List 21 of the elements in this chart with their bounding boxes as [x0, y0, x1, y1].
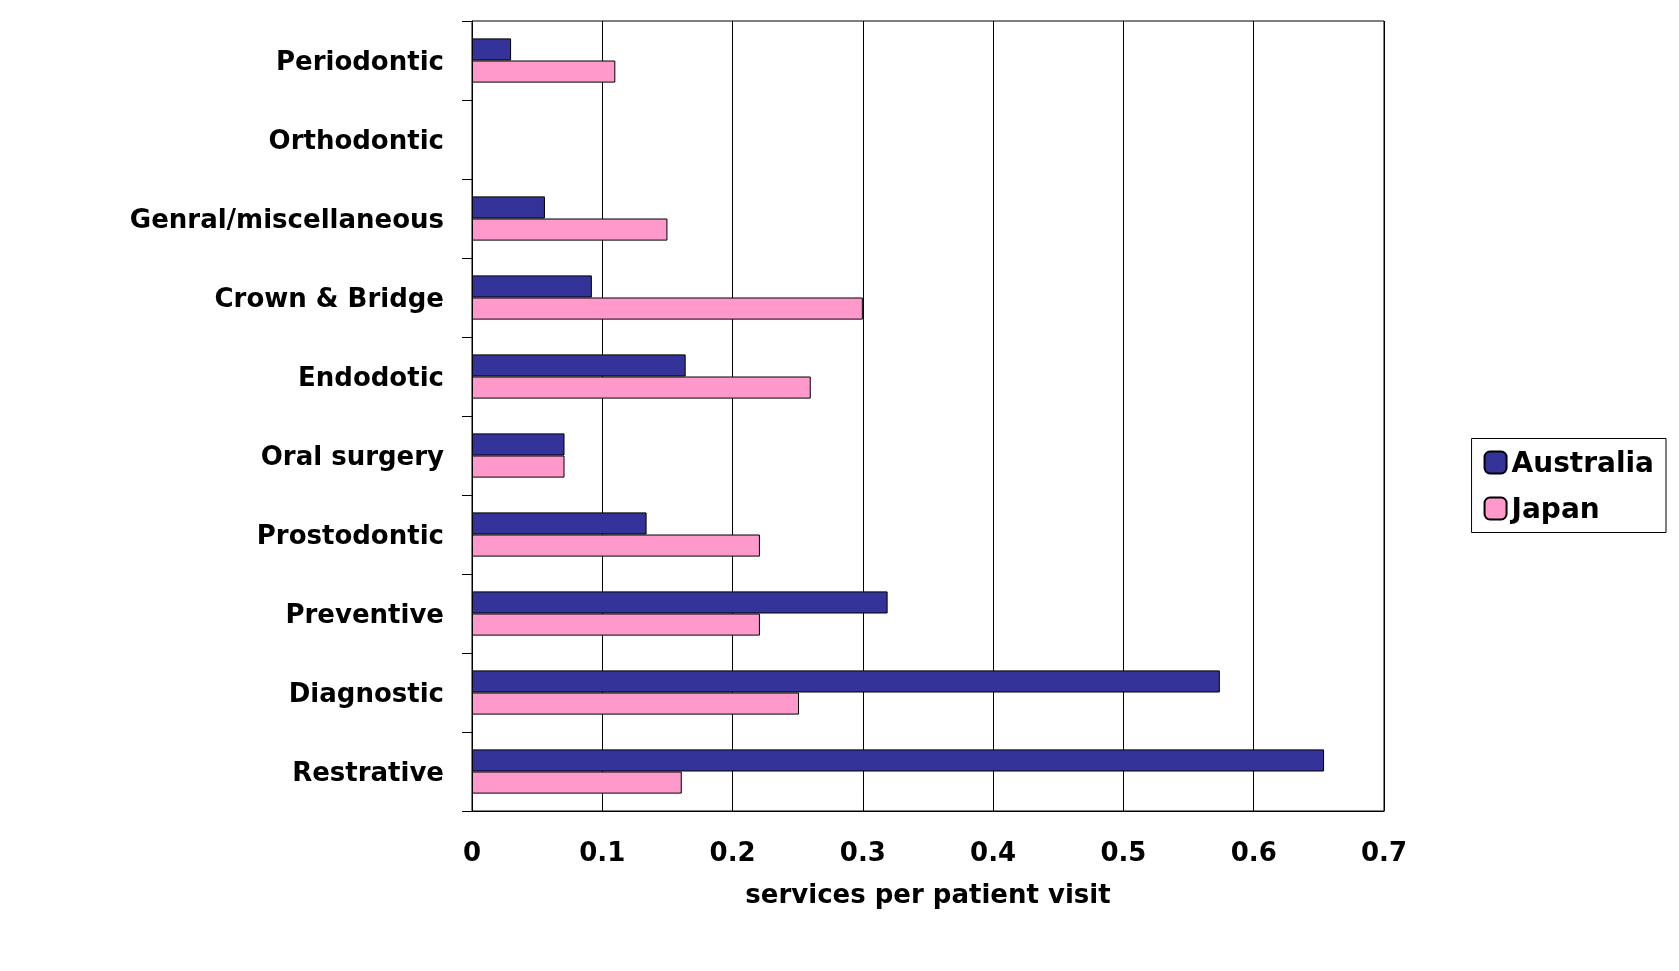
- y-tick-label: Endodotic: [298, 361, 444, 392]
- x-tick-label: 0.2: [709, 837, 756, 867]
- y-tick-label: Diagnostic: [288, 677, 444, 708]
- y-tick-label: Preventive: [285, 598, 444, 629]
- legend-label: Australia: [1511, 446, 1655, 479]
- x-tick-label: 0.4: [970, 837, 1017, 867]
- y-tick-label: Prostodontic: [256, 519, 444, 550]
- x-axis-title: services per patient visit: [745, 879, 1111, 909]
- x-tick-label: 0: [462, 837, 482, 867]
- x-tick-label: 0.5: [1100, 837, 1147, 867]
- x-tick-label: 0.7: [1360, 837, 1408, 867]
- y-tick-label: Crown & Bridge: [214, 282, 444, 313]
- x-tick-label: 0.1: [579, 837, 626, 867]
- x-tick-label: 0.3: [839, 837, 886, 867]
- x-tick-label: 0.6: [1230, 837, 1277, 867]
- legend-label: Japan: [1509, 492, 1600, 525]
- y-tick-label: Periodontic: [275, 45, 444, 76]
- y-tick-label: Orthodontic: [268, 124, 444, 155]
- y-tick-label: Restrative: [292, 756, 444, 787]
- y-tick-label: Oral surgery: [260, 440, 445, 471]
- y-tick-label: Genral/miscellaneous: [129, 203, 444, 234]
